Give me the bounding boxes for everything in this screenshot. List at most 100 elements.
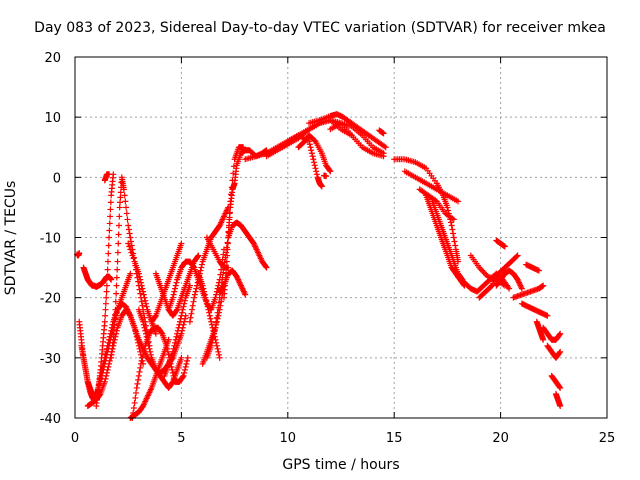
data-point: [115, 231, 122, 238]
data-point: [170, 345, 177, 352]
series-pass-04: [84, 306, 147, 409]
data-point: [225, 264, 232, 271]
data-point: [171, 288, 178, 295]
data-point: [104, 266, 111, 273]
data-point: [229, 177, 236, 184]
data-point: [310, 156, 317, 163]
data-point: [178, 240, 185, 247]
data-point: [184, 354, 191, 361]
data-point: [382, 144, 389, 151]
data-point: [113, 312, 120, 319]
data-point: [226, 216, 233, 223]
series-pass-45: [518, 300, 551, 319]
data-point: [180, 303, 187, 310]
data-point: [121, 192, 128, 199]
data-point: [135, 372, 142, 379]
data-point: [348, 132, 355, 139]
data-point: [112, 306, 119, 313]
data-point: [135, 376, 142, 383]
data-point: [206, 309, 213, 316]
data-point: [113, 290, 120, 297]
series-pass-37: [429, 198, 466, 283]
data-point: [152, 330, 159, 337]
data-point: [106, 220, 113, 227]
series-pass-50: [552, 390, 564, 409]
data-point: [113, 327, 120, 334]
data-point: [179, 309, 186, 316]
data-point: [215, 304, 222, 311]
data-point: [191, 291, 198, 298]
data-point: [138, 298, 145, 305]
series-pass-49: [548, 372, 564, 391]
data-point: [218, 279, 225, 286]
data-point: [318, 183, 325, 190]
data-point: [313, 168, 320, 175]
data-point: [135, 270, 142, 277]
data-point: [126, 311, 133, 318]
data-point: [194, 282, 201, 289]
data-point: [447, 219, 454, 226]
data-point: [111, 316, 118, 323]
data-point: [172, 336, 179, 343]
data-point: [113, 274, 120, 281]
data-point: [76, 250, 83, 257]
data-point: [124, 216, 131, 223]
data-point: [179, 306, 186, 313]
data-point: [540, 336, 547, 343]
data-point: [142, 327, 149, 334]
data-point: [130, 409, 137, 416]
data-point: [141, 294, 148, 301]
data-point: [107, 199, 114, 206]
data-point: [140, 351, 147, 358]
series-pass-42: [510, 282, 547, 301]
data-point: [214, 315, 221, 322]
data-point: [158, 329, 165, 336]
data-point: [201, 291, 208, 298]
data-point: [139, 285, 146, 292]
data-point: [213, 291, 220, 298]
series-pass-31: [320, 172, 330, 180]
data-point: [169, 379, 176, 386]
data-point: [203, 297, 210, 304]
data-point: [169, 294, 176, 301]
data-point: [211, 330, 218, 337]
data-point: [115, 240, 122, 247]
data-point: [125, 222, 132, 229]
data-point: [101, 318, 108, 325]
data-point: [139, 302, 146, 309]
data-point: [103, 369, 110, 376]
data-point: [557, 348, 564, 355]
data-point: [187, 314, 194, 321]
data-point: [308, 147, 315, 154]
data-point: [103, 294, 110, 301]
data-point: [103, 372, 110, 379]
x-tick-label: 10: [280, 431, 297, 446]
data-point: [135, 342, 142, 349]
data-point: [130, 404, 137, 411]
data-point: [169, 348, 176, 355]
data-point: [137, 360, 144, 367]
data-point: [130, 255, 137, 262]
x-tick-label: 25: [599, 431, 616, 446]
data-point: [134, 336, 141, 343]
data-point: [513, 253, 520, 260]
data-point: [137, 276, 144, 283]
data-point: [102, 306, 109, 313]
data-point: [176, 318, 183, 325]
data-point: [209, 336, 216, 343]
chart-title: Day 083 of 2023, Sidereal Day-to-day VTE…: [34, 20, 606, 36]
data-point: [501, 282, 508, 289]
y-tick-label: -20: [40, 292, 61, 307]
data-point: [143, 333, 150, 340]
data-point: [105, 242, 112, 249]
data-point: [145, 339, 152, 346]
data-point: [120, 186, 127, 193]
data-point: [173, 279, 180, 286]
data-point: [106, 234, 113, 241]
data-point: [307, 144, 314, 151]
x-tick-label: 20: [492, 431, 509, 446]
data-point: [132, 394, 139, 401]
data-point: [212, 324, 219, 331]
series-pass-24: [203, 234, 232, 271]
data-point: [194, 279, 201, 286]
